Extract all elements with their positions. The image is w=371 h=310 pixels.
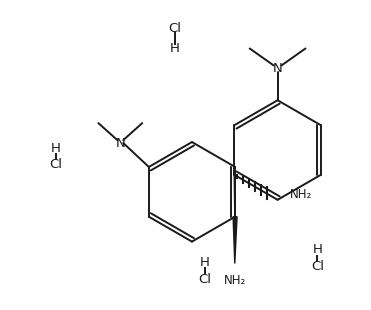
Text: H: H — [200, 256, 210, 269]
Text: N: N — [273, 62, 282, 75]
Text: NH₂: NH₂ — [224, 274, 246, 287]
Text: NH₂: NH₂ — [289, 188, 312, 201]
Polygon shape — [233, 217, 237, 264]
Text: H: H — [170, 42, 180, 55]
Text: H: H — [312, 243, 322, 256]
Text: N: N — [115, 136, 125, 149]
Text: H: H — [51, 142, 60, 154]
Text: Cl: Cl — [198, 273, 211, 286]
Text: Cl: Cl — [49, 158, 62, 171]
Text: Cl: Cl — [168, 22, 181, 35]
Text: Cl: Cl — [311, 260, 324, 273]
